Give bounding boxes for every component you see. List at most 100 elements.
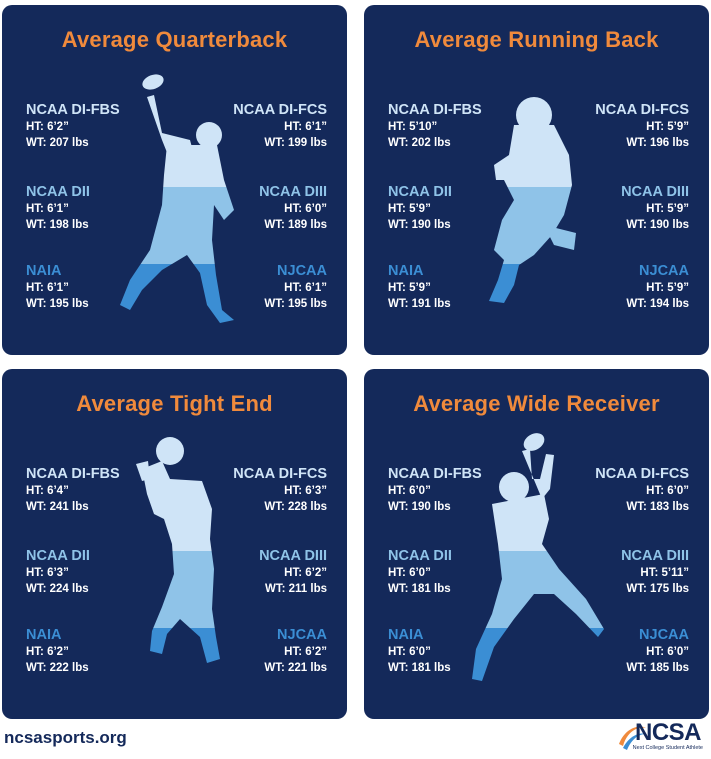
- level-label: NJCAA: [639, 627, 689, 643]
- ncsa-swoosh-icon: [619, 726, 646, 750]
- stat-njcaa: NJCAA HT: 5’9” WT: 194 lbs: [571, 262, 689, 312]
- panel-title: Average Wide Receiver: [413, 391, 660, 416]
- level-label: NCAA DI-FBS: [388, 102, 482, 118]
- stat-ncaa-di-fbs: NCAA DI-FBS HT: 6’0” WT: 190 lbs: [388, 465, 506, 515]
- level-label: NAIA: [26, 627, 62, 643]
- weight-value: WT: 221 lbs: [264, 662, 327, 674]
- level-label: NCAA DI-FCS: [233, 102, 327, 118]
- stat-naia: NAIA HT: 6’1” WT: 195 lbs: [26, 262, 144, 312]
- stat-ncaa-di-fbs: NCAA DI-FBS HT: 6’2” WT: 207 lbs: [26, 101, 144, 151]
- stat-ncaa-dii: NCAA DII HT: 6’0” WT: 181 lbs: [388, 547, 506, 597]
- height-value: HT: 5’11”: [640, 567, 689, 579]
- stat-ncaa-diii: NCAA DIII HT: 5’9” WT: 190 lbs: [571, 183, 689, 233]
- level-label: NCAA DIII: [259, 548, 327, 564]
- height-value: HT: 6’4”: [26, 485, 69, 497]
- panel-quarterback: Average Quarterback NCAA DI-FBS HT: 6’2”…: [2, 5, 347, 355]
- height-value: HT: 6’1”: [284, 282, 327, 294]
- height-value: HT: 6’2”: [284, 646, 327, 658]
- weight-value: WT: 185 lbs: [626, 662, 689, 674]
- panel-title: Average Running Back: [414, 27, 659, 52]
- weight-value: WT: 207 lbs: [26, 137, 89, 149]
- weight-value: WT: 241 lbs: [26, 501, 89, 513]
- level-label: NJCAA: [639, 263, 689, 279]
- panel-running-back: Average Running Back NCAA DI-FBS HT: 5’1…: [364, 5, 709, 355]
- weight-value: WT: 228 lbs: [264, 501, 327, 513]
- weight-value: WT: 190 lbs: [388, 501, 451, 513]
- level-label: NCAA DII: [388, 548, 452, 564]
- level-label: NJCAA: [277, 263, 327, 279]
- weight-value: WT: 202 lbs: [388, 137, 451, 149]
- stat-ncaa-dii: NCAA DII HT: 6’1” WT: 198 lbs: [26, 183, 144, 233]
- wide-receiver-catching-silhouette: [472, 433, 604, 681]
- weight-value: WT: 191 lbs: [388, 298, 451, 310]
- height-value: HT: 5’9”: [388, 282, 431, 294]
- panel-title: Average Tight End: [76, 391, 273, 416]
- stat-ncaa-dii: NCAA DII HT: 6’3” WT: 224 lbs: [26, 547, 144, 597]
- weight-value: WT: 195 lbs: [264, 298, 327, 310]
- level-label: NCAA DI-FBS: [26, 466, 120, 482]
- stat-njcaa: NJCAA HT: 6’0” WT: 185 lbs: [571, 626, 689, 676]
- height-value: HT: 6’1”: [26, 282, 69, 294]
- stat-naia: NAIA HT: 6’0” WT: 181 lbs: [388, 626, 506, 676]
- panel-title: Average Quarterback: [61, 27, 288, 52]
- height-value: HT: 5’9”: [646, 121, 689, 133]
- level-label: NCAA DI-FCS: [595, 466, 689, 482]
- level-label: NCAA DI-FCS: [595, 102, 689, 118]
- stat-naia: NAIA HT: 5’9” WT: 191 lbs: [388, 262, 506, 312]
- level-label: NCAA DI-FCS: [233, 466, 327, 482]
- height-value: HT: 6’1”: [284, 121, 327, 133]
- weight-value: WT: 196 lbs: [626, 137, 689, 149]
- weight-value: WT: 190 lbs: [388, 219, 451, 231]
- weight-value: WT: 224 lbs: [26, 583, 89, 595]
- stat-naia: NAIA HT: 6’2” WT: 222 lbs: [26, 626, 144, 676]
- level-label: NCAA DI-FBS: [26, 102, 120, 118]
- height-value: HT: 5’9”: [388, 203, 431, 215]
- logo-tagline: Next College Student Athlete: [632, 745, 703, 751]
- height-value: HT: 6’0”: [646, 485, 689, 497]
- panel-wide-receiver: Average Wide Receiver NCAA DI-FBS HT: 6’…: [364, 369, 709, 719]
- stat-ncaa-diii: NCAA DIII HT: 6’2” WT: 211 lbs: [209, 547, 327, 597]
- level-label: NAIA: [388, 627, 424, 643]
- stat-ncaa-di-fbs: NCAA DI-FBS HT: 6’4” WT: 241 lbs: [26, 465, 144, 515]
- weight-value: WT: 222 lbs: [26, 662, 89, 674]
- ncsa-logo[interactable]: NCSA Next College Student Athlete: [617, 720, 707, 754]
- height-value: HT: 5’9”: [646, 203, 689, 215]
- weight-value: WT: 211 lbs: [265, 583, 327, 595]
- level-label: NCAA DII: [388, 184, 452, 200]
- level-label: NCAA DIII: [621, 184, 689, 200]
- footer-url[interactable]: ncsasports.org: [4, 728, 127, 747]
- weight-value: WT: 195 lbs: [26, 298, 89, 310]
- running-back-silhouette: [489, 97, 576, 303]
- height-value: HT: 6’2”: [284, 567, 327, 579]
- logo-wordmark: NCSA: [634, 719, 702, 746]
- level-label: NCAA DII: [26, 184, 90, 200]
- stat-ncaa-di-fcs: NCAA DI-FCS HT: 6’3” WT: 228 lbs: [209, 465, 327, 515]
- level-label: NCAA DII: [26, 548, 90, 564]
- stat-njcaa: NJCAA HT: 6’1” WT: 195 lbs: [209, 262, 327, 312]
- stat-ncaa-dii: NCAA DII HT: 5’9” WT: 190 lbs: [388, 183, 506, 233]
- height-value: HT: 6’0”: [388, 485, 431, 497]
- level-label: NCAA DI-FBS: [388, 466, 482, 482]
- quarterback-throwing-silhouette: [120, 74, 234, 323]
- height-value: HT: 6’0”: [388, 567, 431, 579]
- height-value: HT: 6’3”: [284, 485, 327, 497]
- stat-ncaa-diii: NCAA DIII HT: 6’0” WT: 189 lbs: [209, 183, 327, 233]
- level-label: NCAA DIII: [621, 548, 689, 564]
- weight-value: WT: 183 lbs: [626, 501, 689, 513]
- weight-value: WT: 175 lbs: [626, 583, 689, 595]
- weight-value: WT: 194 lbs: [626, 298, 689, 310]
- weight-value: WT: 198 lbs: [26, 219, 89, 231]
- stat-ncaa-di-fcs: NCAA DI-FCS HT: 6’0” WT: 183 lbs: [571, 465, 689, 515]
- height-value: HT: 6’0”: [284, 203, 327, 215]
- tight-end-silhouette: [136, 437, 220, 663]
- level-label: NAIA: [26, 263, 62, 279]
- height-value: HT: 6’1”: [26, 203, 69, 215]
- weight-value: WT: 199 lbs: [264, 137, 327, 149]
- weight-value: WT: 181 lbs: [388, 583, 451, 595]
- height-value: HT: 6’2”: [26, 121, 69, 133]
- height-value: HT: 5’10”: [388, 121, 438, 133]
- stat-ncaa-di-fbs: NCAA DI-FBS HT: 5’10” WT: 202 lbs: [388, 101, 506, 151]
- weight-value: WT: 189 lbs: [264, 219, 327, 231]
- weight-value: WT: 181 lbs: [388, 662, 451, 674]
- stat-ncaa-di-fcs: NCAA DI-FCS HT: 6’1” WT: 199 lbs: [209, 101, 327, 151]
